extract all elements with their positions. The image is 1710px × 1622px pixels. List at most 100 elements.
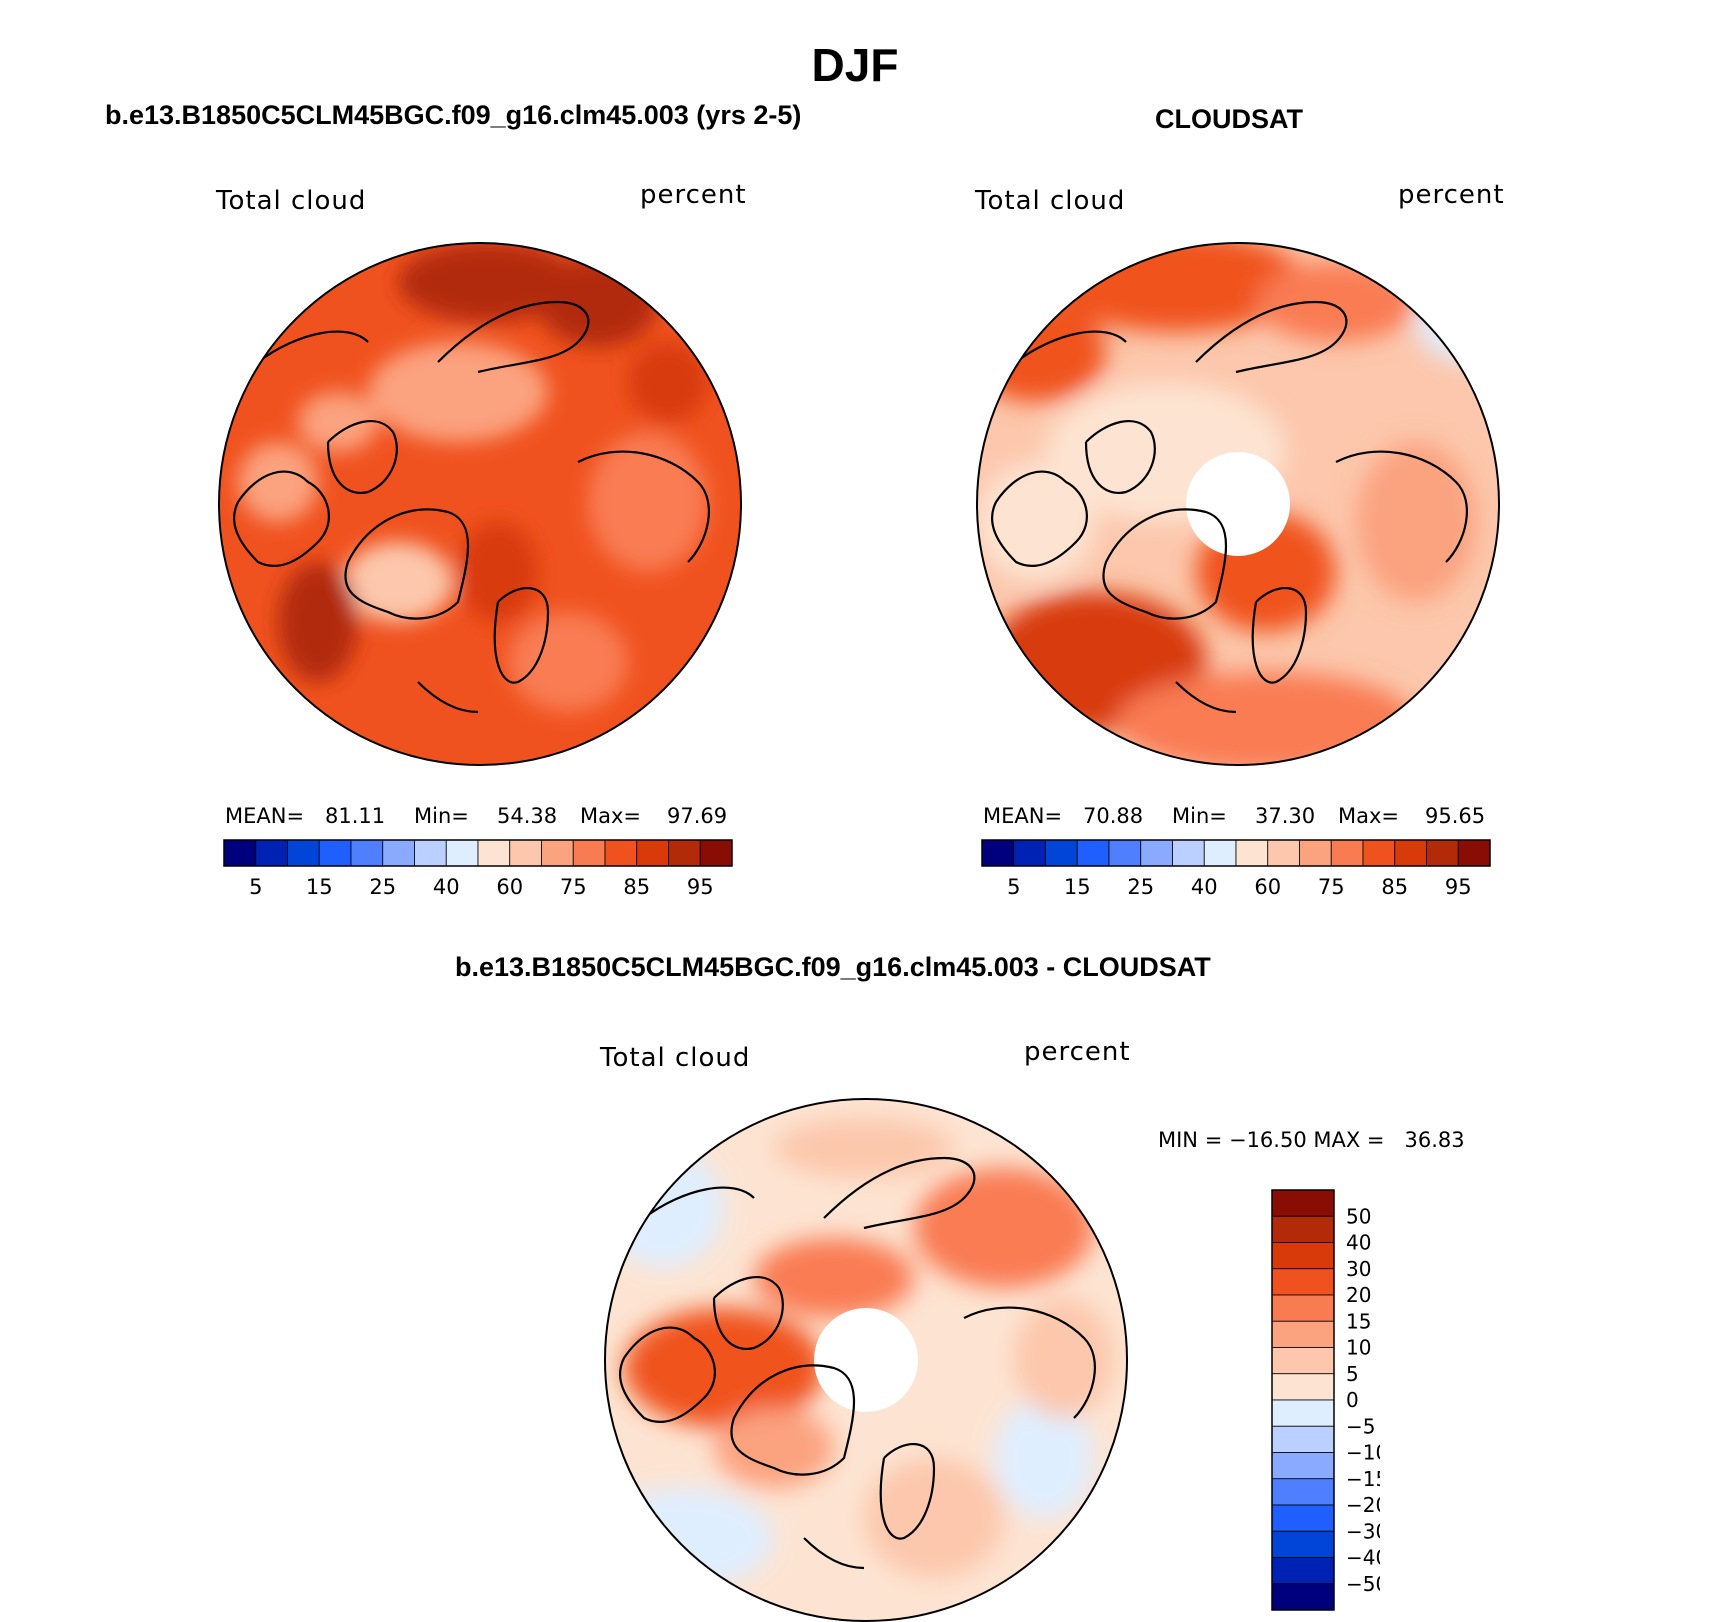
panel-1-coast-europe [417,681,479,714]
panel-3-coast-siberia [823,1156,976,1230]
colorbar-swatch [255,839,288,867]
colorbar-swatch [1076,839,1110,867]
colorbar-swatch [1394,839,1427,867]
colorbar-swatch [223,839,257,867]
panel-2-coast-eurasia [1335,450,1468,563]
colorbar-swatch [1271,1268,1335,1296]
panel-1-variable-label: Total cloud [216,186,367,216]
panel-1-field-pacific [628,342,708,422]
panel-2-title: CLOUDSAT [1155,104,1303,134]
colorbar-swatch [1271,1530,1335,1558]
colorbar-swatch [287,839,320,867]
colorbar-tick-label: 20 [1346,1283,1371,1307]
panel-3-polar-map [604,1098,1128,1622]
colorbar-swatch [1271,1189,1335,1217]
colorbar-swatch [1013,839,1046,867]
colorbar-tick-label: −15 [1346,1467,1380,1491]
panel-3-field-siberia-pos [914,1168,1094,1288]
panel-2-coast-archipelago [1084,420,1156,494]
colorbar-swatch [414,839,447,867]
panel-3-field-canada-pos [624,1308,824,1428]
colorbar-tick-label: −50 [1346,1572,1380,1596]
colorbar-swatch [604,839,638,867]
panel-1-map-border [218,242,742,766]
panel-3-field-greenland [714,1408,834,1488]
panel-1-field-scandinavia [508,612,628,712]
colorbar-swatch [1108,839,1142,867]
panel-1-units-label: percent [640,180,747,210]
colorbar-swatch [981,839,1015,867]
panel-2-coastlines [991,300,1468,714]
panel-3-field-scandinavia [864,1458,1004,1578]
colorbar-tick-label: −10 [1346,1441,1380,1465]
panel-3-coast-scandinavia [879,1443,936,1540]
colorbar-swatch [1271,1242,1335,1270]
panel-2-max-value: 95.65 [1425,804,1486,828]
colorbar-tick-label: −30 [1346,1519,1380,1543]
panel-2-coast-europe [1175,681,1237,714]
panel-3-coast-alaska [643,1186,755,1219]
panel-3-field-arctic-pos [754,1238,914,1318]
colorbar-tick-label: 40 [1346,1231,1371,1255]
colorbar-tick-label: 50 [1346,1204,1371,1228]
colorbar-swatch [572,839,606,867]
panel-3-coastlines [619,1156,1096,1570]
colorbar-tick-label: 95 [687,875,714,899]
colorbar-tick-label: 25 [1127,875,1154,899]
colorbar-tick-label: 0 [1346,1388,1359,1412]
colorbar-swatch [1362,839,1396,867]
colorbar-swatch [477,839,511,867]
panel-1-coastlines [233,300,710,714]
panel-1-field-labrador [278,562,358,682]
panel-1-coast-scandinavia [493,587,550,684]
panel-3-coast-eurasia [963,1306,1096,1419]
panel-2-units-label: percent [1398,180,1505,210]
panel-2-coast-scandinavia [1251,587,1308,684]
colorbar-swatch [1271,1557,1335,1585]
panel-2-mean-value: 70.88 [1083,804,1144,828]
colorbar-swatch [1203,839,1237,867]
colorbar-tick-label: −5 [1346,1414,1375,1438]
colorbar-swatch [509,839,542,867]
panel-1-mean-label: MEAN= [225,804,305,828]
colorbar-tick-label: 40 [433,875,460,899]
panel-2-min-label: Min= [1172,804,1227,828]
panel-3-field-east [1014,1298,1114,1418]
panel-2-field-siberia [1356,442,1476,602]
panel-3-coast-archipelago [712,1276,784,1350]
colorbar-swatch [350,839,384,867]
colorbar-tick-label: 75 [1318,875,1345,899]
colorbar-swatch [445,839,479,867]
panel-1-field-light-west [298,392,378,452]
panel-1-coast-greenland [344,508,469,620]
panel-1-field-atlantic [458,522,538,622]
panel-2-colorbar: 5 15 25 40 60 75 85 95 [981,839,1491,899]
colorbar-tick-label: 95 [1445,875,1472,899]
panel-3-pole-gap [814,1308,918,1412]
colorbar-tick-label: 5 [1007,875,1020,899]
panel-2-coast-greenland [1102,508,1227,620]
panel-1-colorbar-frame [223,839,733,867]
panel-1-polar-map [218,242,742,766]
panel-2-polar-map [976,242,1500,766]
panel-3-coast-greenland [730,1364,855,1476]
panel-3-colorbar-frame [1271,1189,1335,1611]
colorbar-swatch [1271,1452,1335,1480]
colorbar-swatch [1457,839,1491,867]
colorbar-swatch [1271,1583,1335,1611]
panel-2-mean-label: MEAN= [983,804,1063,828]
panel-3-field-neg-se [994,1398,1094,1518]
panel-3-coast-canada [619,1326,716,1423]
panel-3-title: b.e13.B1850C5CLM45BGC.f09_g16.clm45.003 … [455,952,1211,982]
panel-1-coast-eurasia [577,450,710,563]
colorbar-swatch [1299,839,1332,867]
colorbar-tick-label: 5 [249,875,262,899]
colorbar-swatch [1330,839,1364,867]
colorbar-swatch [1271,1320,1335,1348]
colorbar-swatch [1045,839,1078,867]
panel-2-coast-siberia [1195,300,1348,374]
panel-1-field-high-north [398,243,578,322]
panel-1-coast-siberia [437,300,590,374]
colorbar-swatch [1267,839,1300,867]
panel-3-minmax-text: MIN = −16.50 MAX = 36.83 [1158,1128,1465,1152]
